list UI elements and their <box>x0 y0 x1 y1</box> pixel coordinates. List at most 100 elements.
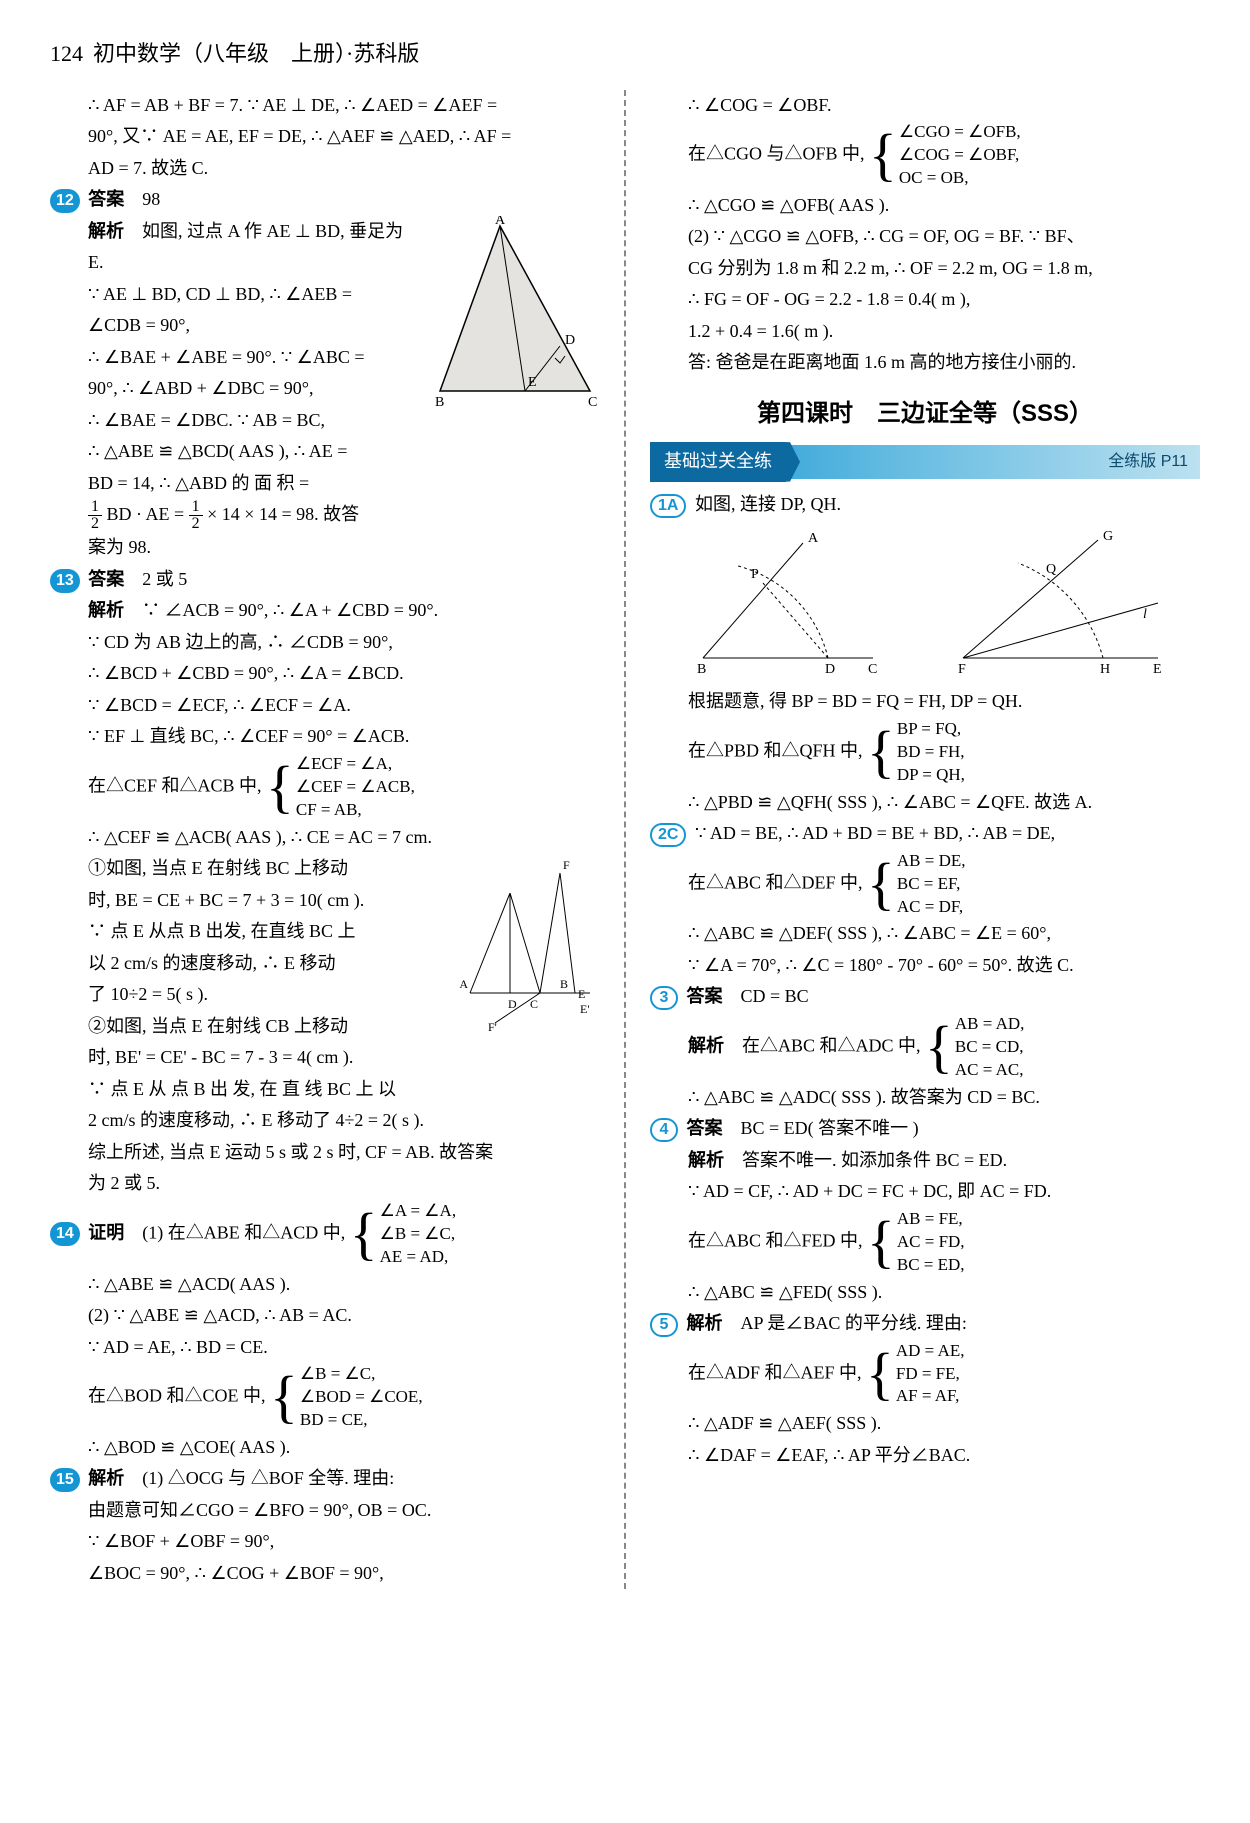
text-line: ∴ △BOD ≌ △COE( AAS ). <box>50 1432 600 1464</box>
answer-value: CD = BC <box>741 986 809 1006</box>
q4-header: 4 答案 BC = ED( 答案不唯一 ) <box>650 1113 1200 1145</box>
explain-label: 解析 <box>88 1468 124 1488</box>
svg-text:Q: Q <box>1046 562 1056 577</box>
text-line: ∵ AD = AE, ∴ BD = CE. <box>50 1332 600 1364</box>
svg-text:A: A <box>459 977 468 991</box>
page-header: 124 初中数学（八年级 上册）·苏科版 <box>50 35 1200 74</box>
section-banner: 基础过关全练 全练版 P11 <box>650 445 1200 479</box>
q13-body: ①如图, 当点 E 在射线 BC 上移动 时, BE = CE + BC = 7… <box>50 853 600 1074</box>
brace-row: 在△BOD 和△COE 中, { ∠B = ∠C, ∠BOD = ∠COE, B… <box>50 1363 600 1432</box>
question-number-badge: 12 <box>50 189 80 213</box>
text-line: ∴ △CEF ≌ △ACB( AAS ), ∴ CE = AC = 7 cm. <box>50 822 600 854</box>
text-line: ∴ ∠BCD + ∠CBD = 90°, ∴ ∠A = ∠BCD. <box>50 658 600 690</box>
text-line: ∵ ∠A = 70°, ∴ ∠C = 180° - 70° - 60° = 50… <box>650 950 1200 982</box>
svg-text:D: D <box>508 997 517 1011</box>
text-line: 2 cm/s 的速度移动, ∴ E 移动了 4÷2 = 2( s ). <box>50 1105 600 1137</box>
text-line: ∴ AF = AB + BF = 7. ∵ AE ⊥ DE, ∴ ∠AED = … <box>50 90 600 122</box>
left-column: ∴ AF = AB + BF = 7. ∵ AE ⊥ DE, ∴ ∠AED = … <box>50 90 626 1590</box>
text-line: ∴ △ABC ≌ △ADC( SSS ). 故答案为 CD = BC. <box>650 1082 1200 1114</box>
text-line: ①如图, 当点 E 在射线 BC 上移动 <box>50 853 440 885</box>
q12-header: 12 答案 98 <box>50 184 600 216</box>
text-line: (2) ∵ △ABE ≌ △ACD, ∴ AB = AC. <box>50 1300 600 1332</box>
text-line: 12 BD · AE = 12 × 14 × 14 = 98. 故答 <box>50 499 600 532</box>
svg-text:B: B <box>697 662 706 677</box>
text-line: 为 2 或 5. <box>50 1168 600 1200</box>
text-line: 解析 答案不唯一. 如添加条件 BC = ED. <box>650 1145 1200 1177</box>
text-line: ∵ 点 E 从点 B 出发, 在直线 BC 上 <box>50 916 440 948</box>
q1-header: 1 A 如图, 连接 DP, QH. <box>650 489 1200 521</box>
brace-row: 解析 在△ABC 和△ADC 中, { AB = AD, BC = CD, AC… <box>650 1013 1200 1082</box>
question-number-badge: 1 A <box>650 494 686 518</box>
text-line: ∠CDB = 90°, <box>50 310 420 342</box>
text-line: ∵ AE ⊥ BD, CD ⊥ BD, ∴ ∠AEB = <box>50 279 420 311</box>
answer-label: 答案 <box>687 986 723 1006</box>
text-line: 解析 ∵ ∠ACB = 90°, ∴ ∠A + ∠CBD = 90°. <box>50 595 600 627</box>
answer-value: 98 <box>142 189 160 209</box>
question-number-badge: 5 <box>650 1313 678 1337</box>
svg-text:B: B <box>560 977 568 991</box>
svg-text:F: F <box>563 858 570 872</box>
text-line: ∴ FG = OF - OG = 2.2 - 1.8 = 0.4( m ), <box>650 284 1200 316</box>
banner-label: 基础过关全练 <box>650 442 786 482</box>
question-number-badge: 3 <box>650 986 678 1010</box>
text-line: CG 分别为 1.8 m 和 2.2 m, ∴ OF = 2.2 m, OG =… <box>650 253 1200 285</box>
text-line: ∠BOC = 90°, ∴ ∠COG + ∠BOF = 90°, <box>50 1558 600 1590</box>
answer-value: 2 或 5 <box>142 569 187 589</box>
text-line: 时, BE' = CE' - BC = 7 - 3 = 4( cm ). <box>50 1042 440 1074</box>
svg-text:E: E <box>1153 662 1162 677</box>
q3-header: 3 答案 CD = BC <box>650 981 1200 1013</box>
text-line: ∴ △ABC ≌ △FED( SSS ). <box>650 1277 1200 1309</box>
svg-text:G: G <box>1103 529 1113 544</box>
text-line: ∴ ∠BAE + ∠ABE = 90°. ∵ ∠ABC = <box>50 342 420 374</box>
figure-q12: A B C D E <box>430 216 600 500</box>
svg-text:A: A <box>808 531 819 546</box>
brace-row: 在△PBD 和△QFH 中, { BP = FQ, BD = FH, DP = … <box>650 718 1200 787</box>
question-number-badge: 15 <box>50 1468 80 1492</box>
svg-text:D: D <box>825 662 835 677</box>
page-title: 初中数学（八年级 上册）·苏科版 <box>93 35 419 74</box>
answer-label: 答案 <box>88 569 124 589</box>
figure-q13: A B C D E E' F F' <box>450 853 600 1074</box>
text-line: 解析 如图, 过点 A 作 AE ⊥ BD, 垂足为 E. <box>50 216 420 279</box>
brace-row: 在△ABC 和△DEF 中, { AB = DE, BC = EF, AC = … <box>650 850 1200 919</box>
svg-text:C: C <box>868 662 877 677</box>
svg-text:P: P <box>751 567 759 582</box>
text-line: ∴ △ABC ≌ △DEF( SSS ), ∴ ∠ABC = ∠E = 60°, <box>650 918 1200 950</box>
text-line: 以 2 cm/s 的速度移动, ∴ E 移动 <box>50 948 440 980</box>
svg-text:l: l <box>1143 607 1147 622</box>
text-line: ∴ △ADF ≌ △AEF( SSS ). <box>650 1408 1200 1440</box>
brace-row: 在△ABC 和△FED 中, { AB = FE, AC = FD, BC = … <box>650 1208 1200 1277</box>
text-line: ∴ △CGO ≌ △OFB( AAS ). <box>650 190 1200 222</box>
q13-header: 13 答案 2 或 5 <box>50 564 600 596</box>
svg-text:E: E <box>528 375 537 390</box>
brace-row: 在△ADF 和△AEF 中, { AD = AE, FD = FE, AF = … <box>650 1340 1200 1409</box>
explain-label: 解析 <box>687 1313 723 1333</box>
text-line: ∵ EF ⊥ 直线 BC, ∴ ∠CEF = 90° = ∠ACB. <box>50 721 600 753</box>
text-line: ∴ △ABE ≌ △BCD( AAS ), ∴ AE = <box>50 436 420 468</box>
text-line: 90°, ∴ ∠ABD + ∠DBC = 90°, <box>50 373 420 405</box>
svg-text:B: B <box>435 395 444 410</box>
text-line: 综上所述, 当点 E 运动 5 s 或 2 s 时, CF = AB. 故答案 <box>50 1137 600 1169</box>
section-title: 第四课时 三边证全等（SSS） <box>650 393 1200 435</box>
q15-header: 15 解析 (1) △OCG 与 △BOF 全等. 理由: <box>50 1463 600 1495</box>
text-line: 根据题意, 得 BP = BD = FQ = FH, DP = QH. <box>650 686 1200 718</box>
svg-text:F': F' <box>488 1020 497 1033</box>
question-number-badge: 13 <box>50 569 80 593</box>
question-number-badge: 14 <box>50 1222 80 1246</box>
text-line: 1.2 + 0.4 = 1.6( m ). <box>650 316 1200 348</box>
text-line: ∴ △PBD ≌ △QFH( SSS ), ∴ ∠ABC = ∠QFE. 故选 … <box>650 787 1200 819</box>
brace-row: 在△CEF 和△ACB 中, { ∠ECF = ∠A, ∠CEF = ∠ACB,… <box>50 753 600 822</box>
answer-label: 答案 <box>88 189 124 209</box>
text-line: 案为 98. <box>50 532 600 564</box>
svg-text:A: A <box>495 216 506 228</box>
q14-row: 14 证明 (1) 在△ABE 和△ACD 中, { ∠A = ∠A, ∠B =… <box>50 1200 600 1269</box>
q5-header: 5 解析 AP 是∠BAC 的平分线. 理由: <box>650 1308 1200 1340</box>
banner-right: 全练版 P11 <box>1108 448 1188 476</box>
proof-label: 证明 <box>88 1222 124 1242</box>
brace-row: 在△CGO 与△OFB 中, { ∠CGO = ∠OFB, ∠COG = ∠OB… <box>650 121 1200 190</box>
content-columns: ∴ AF = AB + BF = 7. ∵ AE ⊥ DE, ∴ ∠AED = … <box>50 90 1200 1590</box>
text-line: ∴ ∠COG = ∠OBF. <box>650 90 1200 122</box>
page-number: 124 <box>50 35 83 74</box>
svg-text:E: E <box>578 987 585 1001</box>
q2-header: 2 C ∵ AD = BE, ∴ AD + BD = BE + BD, ∴ AB… <box>650 818 1200 850</box>
